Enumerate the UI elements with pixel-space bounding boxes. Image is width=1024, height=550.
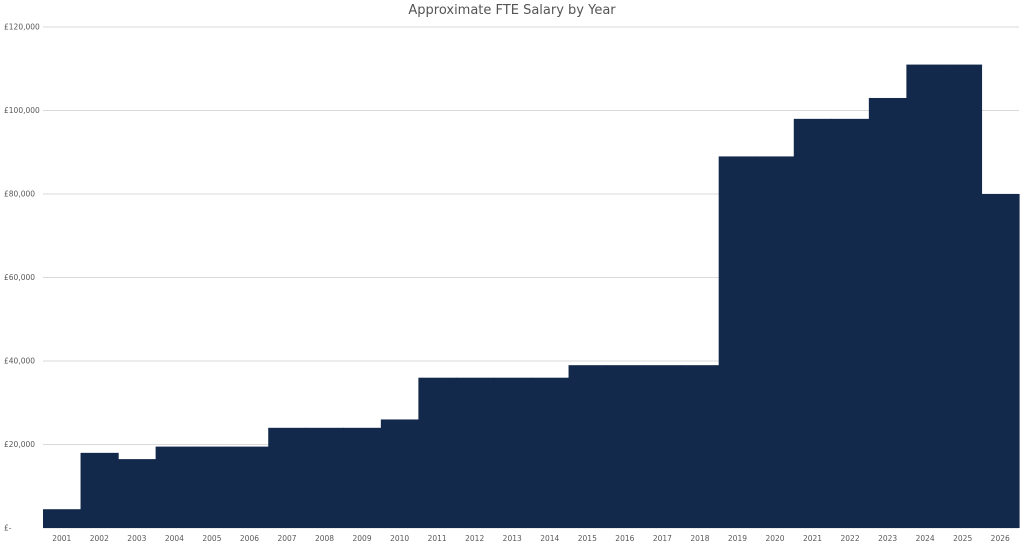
x-tick-label: 2016 xyxy=(615,534,634,543)
x-tick-label: 2012 xyxy=(465,534,484,543)
x-tick-label: 2004 xyxy=(165,534,184,543)
bar-2013 xyxy=(493,377,532,528)
bar-2018 xyxy=(681,365,720,528)
x-tick-label: 2024 xyxy=(916,534,935,543)
bar-2007 xyxy=(268,427,307,528)
bar-2011 xyxy=(418,377,457,528)
bar-2020 xyxy=(756,156,795,529)
x-tick-label: 2009 xyxy=(353,534,372,543)
x-tick-label: 2022 xyxy=(841,534,860,543)
bar-2023 xyxy=(868,97,907,528)
bar-2024 xyxy=(906,64,945,528)
x-tick-label: 2013 xyxy=(503,534,522,543)
x-tick-label: 2001 xyxy=(52,534,71,543)
x-tick-label: 2002 xyxy=(90,534,109,543)
y-tick-label: £40,000 xyxy=(4,357,35,366)
bar-2025 xyxy=(943,64,983,528)
bar-2008 xyxy=(305,427,344,528)
bar-2015 xyxy=(568,365,607,528)
bar-2010 xyxy=(380,419,419,528)
x-tick-label: 2017 xyxy=(653,534,672,543)
x-tick-label: 2015 xyxy=(578,534,597,543)
bar-2002 xyxy=(80,452,119,528)
y-tick-label: £120,000 xyxy=(4,23,40,32)
bar-2006 xyxy=(230,446,269,528)
x-tick-label: 2025 xyxy=(953,534,972,543)
x-tick-label: 2014 xyxy=(540,534,559,543)
bar-2001 xyxy=(43,509,82,528)
bar-2004 xyxy=(155,446,194,528)
x-tick-label: 2026 xyxy=(991,534,1010,543)
y-tick-label: £20,000 xyxy=(4,440,35,449)
x-tick-label: 2006 xyxy=(240,534,259,543)
bar-2022 xyxy=(831,118,870,528)
x-tick-label: 2003 xyxy=(127,534,146,543)
x-tick-label: 2018 xyxy=(690,534,709,543)
bar-2009 xyxy=(343,427,382,528)
x-axis-tick-labels: 2001 2002 2003 2004 2005 2006 2007 2008 2009 2010… xyxy=(52,534,1010,543)
gridlines xyxy=(43,26,1019,529)
bar-2016 xyxy=(606,365,645,528)
x-tick-label: 2020 xyxy=(765,534,784,543)
bar-2017 xyxy=(643,365,682,528)
bar-2003 xyxy=(118,459,157,528)
bar-2012 xyxy=(455,377,495,528)
bar-2019 xyxy=(718,156,757,529)
y-tick-label: £80,000 xyxy=(4,190,35,199)
x-tick-label: 2010 xyxy=(390,534,409,543)
x-tick-label: 2005 xyxy=(202,534,221,543)
bar-2026 xyxy=(981,194,1020,528)
bars xyxy=(43,64,1020,529)
x-tick-label: 2021 xyxy=(803,534,822,543)
bar-2021 xyxy=(793,118,832,528)
y-tick-label: £100,000 xyxy=(4,106,40,115)
chart-title: Approximate FTE Salary by Year xyxy=(408,3,616,18)
bar-2014 xyxy=(531,377,570,528)
x-tick-label: 2011 xyxy=(428,534,447,543)
bar-2005 xyxy=(193,446,232,528)
y-tick-label: £- xyxy=(4,524,12,533)
x-tick-label: 2008 xyxy=(315,534,334,543)
x-tick-label: 2023 xyxy=(878,534,897,543)
x-tick-label: 2019 xyxy=(728,534,747,543)
x-tick-label: 2007 xyxy=(277,534,296,543)
y-axis-tick-labels: £- £20,000 £40,000 £60,000 £80,000 £100,000 £1… xyxy=(4,23,40,533)
y-tick-label: £60,000 xyxy=(4,273,35,282)
